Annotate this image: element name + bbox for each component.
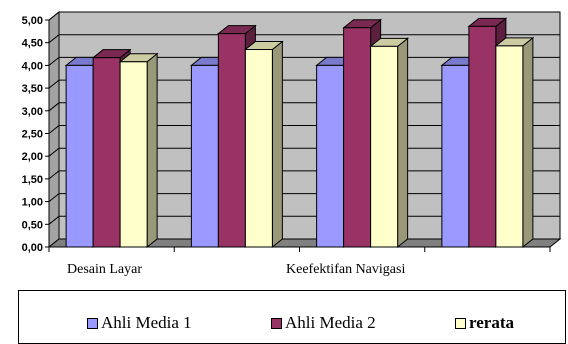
bar-2-3 (496, 38, 533, 247)
bar-2-0 (120, 54, 157, 247)
bar-front-0-1 (191, 65, 218, 247)
legend-swatch-ahli-media-1 (87, 318, 98, 329)
y-tick-label-8: 4,00 (22, 60, 43, 72)
bar-front-2-2 (371, 46, 398, 247)
bar-front-0-3 (442, 65, 469, 247)
legend-label-rerata: rerata (469, 313, 514, 333)
legend-swatch-rerata (455, 318, 466, 329)
y-tick-label-7: 3,50 (22, 83, 43, 95)
y-tick-label-2: 1,00 (22, 197, 43, 209)
bar-side-2-3 (523, 38, 533, 247)
bar-front-2-3 (496, 46, 523, 247)
y-tick-label-4: 2,00 (22, 151, 43, 163)
bar-side-2-0 (147, 54, 157, 247)
bar-front-1-2 (344, 28, 371, 247)
legend-label-ahli-media-1: Ahli Media 1 (101, 313, 192, 333)
y-tick-label-10: 5,00 (22, 15, 43, 27)
legend: Ahli Media 1 Ahli Media 2 rerata (18, 290, 566, 344)
bar-front-0-2 (317, 65, 344, 247)
legend-item-ahli-media-1: Ahli Media 1 (87, 313, 192, 333)
bar-front-1-3 (469, 26, 496, 247)
y-tick-label-6: 3,00 (22, 106, 43, 118)
bar-front-0-0 (66, 65, 93, 247)
bar-front-1-0 (93, 58, 120, 247)
y-tick-label-3: 1,50 (22, 174, 43, 186)
x-category-label-0: Desain Layar (67, 262, 142, 277)
x-category-label-1: Keefektifan Navigasi (286, 262, 405, 277)
x-category-labels: Desain Layar Keefektifan Navigasi (67, 262, 405, 277)
bar-side-2-1 (272, 42, 282, 247)
legend-label-ahli-media-2: Ahli Media 2 (285, 313, 376, 333)
bar-front-2-0 (120, 62, 147, 247)
legend-swatch-ahli-media-2 (271, 318, 282, 329)
bar-front-1-1 (218, 34, 245, 247)
legend-item-rerata: rerata (455, 313, 514, 333)
y-tick-labels: 0,00 0,50 1,00 1,50 2,00 2,50 3,00 3,50 4,00 4,50… (22, 15, 43, 254)
bar-front-2-1 (245, 50, 272, 247)
legend-item-ahli-media-2: Ahli Media 2 (271, 313, 376, 333)
y-tick-label-0: 0,00 (22, 242, 43, 254)
y-tick-label-1: 0,50 (22, 219, 43, 231)
bar-2-1 (245, 42, 282, 247)
y-tick-label-5: 2,50 (22, 129, 43, 141)
bar-side-2-2 (398, 38, 408, 247)
y-tick-label-9: 4,50 (22, 38, 43, 50)
bar-2-2 (371, 38, 408, 247)
